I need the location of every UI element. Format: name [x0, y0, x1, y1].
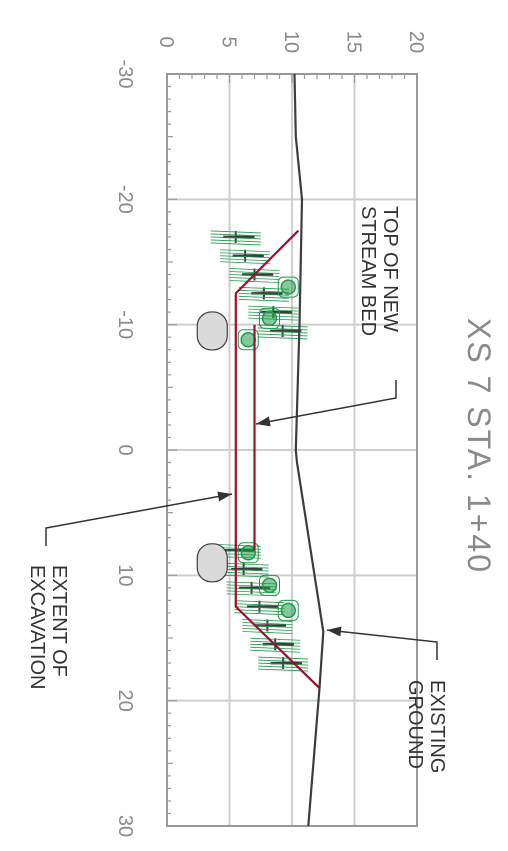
grid — [166, 73, 418, 827]
willow-stem — [242, 628, 293, 631]
willow-stem — [250, 649, 301, 653]
station-label: 20 — [114, 690, 136, 712]
extent-callout-line: EXCAVATION — [26, 565, 48, 689]
willow-stem — [234, 600, 285, 604]
willow-stem — [234, 606, 285, 610]
top-of-bed-callout-line: TOP OF NEW — [379, 206, 401, 332]
willow-stem — [210, 233, 261, 237]
willow-stem — [234, 609, 285, 613]
willow-stem — [258, 659, 309, 663]
station-label: -20 — [114, 185, 136, 214]
shrub — [261, 310, 278, 327]
shrub — [261, 577, 278, 594]
title-group: XS 7 STA. 1+40 — [461, 318, 497, 574]
willow-stem — [250, 637, 301, 641]
elevation-label: 5 — [218, 36, 240, 47]
willow-stem — [248, 305, 299, 309]
willow-stem — [242, 622, 293, 625]
extent-leader — [45, 493, 233, 546]
excavation-line — [234, 229, 321, 689]
shrub — [280, 602, 296, 619]
station-label: 10 — [114, 564, 136, 586]
willow-stem — [258, 662, 309, 666]
willow-stem — [258, 656, 309, 660]
willow-stem — [229, 271, 280, 274]
shrub — [280, 279, 296, 295]
shrub — [240, 545, 256, 561]
willow-stem — [234, 603, 285, 607]
shrub-outline — [237, 542, 259, 564]
willow-stem — [229, 280, 280, 283]
willow-stem — [220, 258, 271, 262]
extent-callout-line: EXTENT OF — [48, 565, 70, 677]
shrub-outline — [259, 574, 280, 596]
existing-ground-leader — [326, 629, 438, 660]
willow-stem — [220, 261, 271, 265]
willow-stem — [229, 277, 280, 280]
willow-stem — [238, 292, 289, 296]
willow-stem — [210, 239, 261, 243]
section-lines — [234, 73, 325, 827]
tick-labels: -30 -20 -10 0 10 20 30 0 5 10 15 20 — [114, 31, 427, 837]
willow-stem — [238, 286, 289, 290]
station-label: -10 — [114, 310, 136, 339]
willow-stem — [210, 230, 261, 234]
station-label: 30 — [114, 815, 136, 837]
willow-stem — [220, 255, 271, 259]
elevation-label: 10 — [280, 31, 302, 53]
willow-stem — [210, 236, 261, 240]
plantings — [196, 230, 309, 672]
top-of-bed-leader — [255, 380, 397, 425]
top-of-bed-leader-arrow — [256, 416, 271, 427]
existing-ground-line — [293, 73, 325, 827]
willow-stem — [258, 668, 309, 672]
willow-stem — [238, 295, 289, 299]
axis-ticks — [166, 73, 418, 827]
drawing-title: XS 7 STA. 1+40 — [461, 318, 497, 574]
shrub-outline — [277, 599, 299, 621]
existing-ground-callout-line: EXISTING — [426, 680, 448, 773]
elevation-label: 0 — [155, 36, 177, 47]
willow-stem — [238, 298, 289, 302]
existing-ground-callout-line: GROUND — [404, 680, 426, 769]
station-label: -30 — [114, 60, 136, 89]
elevation-label: 20 — [405, 31, 427, 53]
top-of-bed-callout-line: STREAM BED — [357, 206, 379, 336]
willow-stem — [210, 242, 261, 246]
shrub-outline — [277, 276, 299, 298]
station-label: 0 — [114, 444, 136, 455]
elevation-label: 15 — [343, 31, 365, 53]
existing-ground-leader-arrow — [327, 626, 342, 637]
willow-stem — [220, 249, 271, 253]
extent-leader-arrow — [217, 491, 232, 502]
willow-stem — [250, 646, 301, 650]
shrub-outline — [237, 329, 259, 351]
willow-stem — [238, 289, 289, 293]
boulder — [196, 311, 228, 351]
willow-stem — [218, 574, 269, 578]
willow-stem — [229, 268, 280, 271]
willow-stem — [242, 625, 293, 628]
shrub — [240, 331, 256, 348]
shrub-outline — [259, 307, 280, 329]
boulder — [196, 543, 228, 583]
willow-stem — [248, 308, 299, 312]
willow-stem — [220, 252, 271, 256]
willow-stem — [242, 631, 293, 634]
willow-stem — [250, 640, 301, 644]
